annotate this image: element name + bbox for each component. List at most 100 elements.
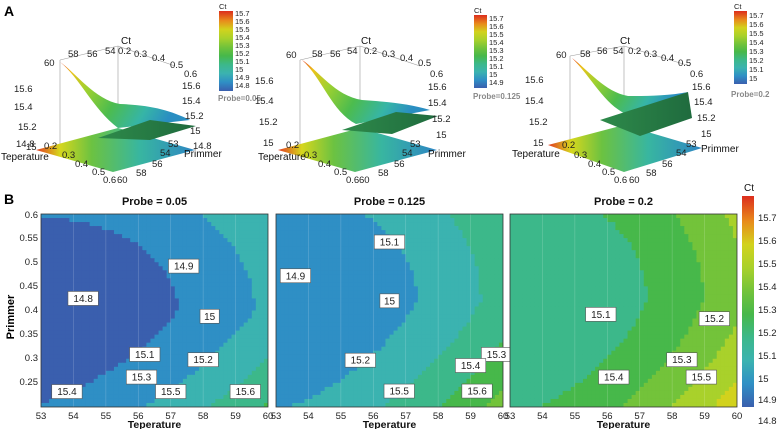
contour-cell [288, 331, 293, 336]
contour-cell [203, 254, 208, 259]
contour-cell [183, 238, 188, 243]
contour-cell [45, 266, 50, 271]
contour-cell [349, 226, 354, 231]
contour-cell [244, 282, 249, 287]
contour-cell [106, 311, 111, 316]
contour-cell [422, 262, 427, 267]
contour-cell [159, 254, 164, 259]
contour-cell [422, 319, 427, 324]
contour-cell [321, 254, 326, 259]
contour-cell [349, 339, 354, 344]
contour-cell [183, 343, 188, 348]
contour-cell [49, 351, 54, 356]
contour-cell [260, 226, 265, 231]
contour-cell [175, 311, 180, 316]
contour-cell [236, 258, 241, 263]
contour-cell [333, 214, 338, 219]
contour-cell [475, 302, 480, 307]
contour-cell [98, 379, 103, 384]
contour-cell [284, 222, 289, 227]
contour-cell [361, 339, 366, 344]
contour-cell [138, 290, 143, 295]
contour-cell [475, 226, 480, 231]
contour-cell [114, 315, 119, 320]
contour-cell [146, 363, 151, 368]
contour-cell [276, 331, 281, 336]
contour-cell [110, 218, 115, 223]
contour-cell [276, 367, 281, 372]
contour-cell [349, 238, 354, 243]
contour-cell [345, 327, 350, 332]
contour-cell [219, 218, 224, 223]
contour-cell [248, 327, 253, 332]
contour-cell [422, 363, 427, 368]
contour-cell [438, 335, 443, 340]
contour-cell [292, 286, 297, 291]
contour-cell [406, 315, 411, 320]
contour-cell [142, 226, 147, 231]
contour-cell [122, 323, 127, 328]
contour-cell [65, 339, 70, 344]
contour-cell [118, 294, 123, 299]
contour-cell [223, 359, 228, 364]
contour-cell [45, 355, 50, 360]
contour-cell [236, 282, 241, 287]
contour-cell [236, 306, 241, 311]
contour-cell [236, 274, 241, 279]
contour-cell [292, 343, 297, 348]
contour-cell [377, 286, 382, 291]
contour-cell [325, 294, 330, 299]
contour-cell [479, 214, 484, 219]
contour-cell [248, 335, 253, 340]
contour-cell [65, 331, 70, 336]
contour-cell [252, 339, 257, 344]
contour-cell [146, 339, 151, 344]
contour-cell [94, 278, 99, 283]
contour-cell [296, 351, 301, 356]
contour-cell [442, 294, 447, 299]
contour-cell [345, 258, 350, 263]
contour-cell [438, 270, 443, 275]
contour-cell [73, 278, 78, 283]
contour-cell [110, 250, 115, 255]
contour-cell [215, 343, 220, 348]
contour-cell [138, 226, 143, 231]
contour-cell [252, 254, 257, 259]
contour-cell [357, 331, 362, 336]
contour-cell [312, 226, 317, 231]
contour-cell [65, 242, 70, 247]
contour-cell [446, 347, 451, 352]
contour-cell [329, 286, 334, 291]
contour-cell [227, 367, 232, 372]
contour-cell [45, 391, 50, 396]
contour-cell [223, 278, 228, 283]
contour-cell [390, 355, 395, 360]
contour-cell [73, 327, 78, 332]
contour-cell [329, 351, 334, 356]
contour-cell [260, 399, 265, 404]
contour-cell [373, 323, 378, 328]
contour-cell [422, 367, 427, 372]
contour-cell [381, 222, 386, 227]
contour-cell [155, 294, 160, 299]
contour-cell [163, 270, 168, 275]
contour-cell [422, 222, 427, 227]
z-top-tick: 60 [286, 50, 297, 61]
contour-cell [373, 315, 378, 320]
contour-cell [82, 286, 87, 291]
contour-cell [195, 294, 200, 299]
contour-cell [458, 351, 463, 356]
contour-cell [446, 222, 451, 227]
contour-cell [479, 226, 484, 231]
contour-cell [487, 238, 492, 243]
contour-cell [175, 331, 180, 336]
contour-cell [418, 230, 423, 235]
contour-cell [106, 327, 111, 332]
contour-cell [98, 375, 103, 380]
contour-cell [325, 226, 330, 231]
contour-cell [53, 226, 58, 231]
contour-cell [288, 306, 293, 311]
contour-cell [390, 258, 395, 263]
contour-cell [187, 375, 192, 380]
contour-cell [260, 359, 265, 364]
